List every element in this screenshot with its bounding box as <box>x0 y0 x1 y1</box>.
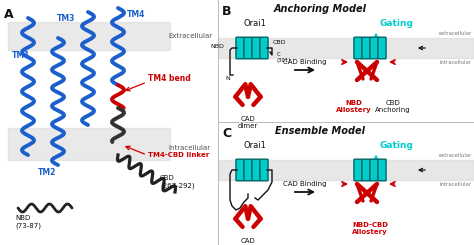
FancyBboxPatch shape <box>236 159 244 181</box>
Text: Ensemble Model: Ensemble Model <box>275 126 365 136</box>
FancyBboxPatch shape <box>354 159 362 181</box>
Text: NBD
(73-87): NBD (73-87) <box>15 215 41 229</box>
Text: C: C <box>222 127 231 140</box>
Text: CAD Binding: CAD Binding <box>283 59 327 65</box>
Text: intracellular: intracellular <box>440 182 472 187</box>
Text: NBD
Allostery: NBD Allostery <box>336 100 372 113</box>
Text: CBD: CBD <box>273 40 286 46</box>
Text: TM1: TM1 <box>12 50 30 60</box>
Text: Gating: Gating <box>380 19 414 28</box>
FancyBboxPatch shape <box>236 37 244 59</box>
Text: CAD Binding: CAD Binding <box>283 181 327 187</box>
FancyBboxPatch shape <box>362 159 370 181</box>
FancyBboxPatch shape <box>260 37 268 59</box>
FancyBboxPatch shape <box>244 159 252 181</box>
FancyBboxPatch shape <box>378 159 386 181</box>
Text: extracellular: extracellular <box>438 153 472 158</box>
Text: NBD: NBD <box>210 44 224 49</box>
Text: CAD
dimer: CAD dimer <box>238 116 258 129</box>
Text: Extracellular: Extracellular <box>168 33 212 39</box>
Text: Intracellular: Intracellular <box>168 145 210 151</box>
Text: TM2: TM2 <box>38 168 56 177</box>
FancyBboxPatch shape <box>370 159 378 181</box>
FancyBboxPatch shape <box>252 37 260 59</box>
Text: N: N <box>226 75 230 81</box>
Text: C
(301): C (301) <box>277 52 291 63</box>
FancyBboxPatch shape <box>260 159 268 181</box>
FancyBboxPatch shape <box>244 37 252 59</box>
Text: NBD-CBD
Allostery: NBD-CBD Allostery <box>352 222 388 235</box>
Text: A: A <box>4 8 14 21</box>
Text: CBD
Anchoring: CBD Anchoring <box>375 100 411 113</box>
FancyBboxPatch shape <box>370 37 378 59</box>
Text: Gating: Gating <box>380 141 414 150</box>
Bar <box>8 22 170 50</box>
Text: TM3: TM3 <box>56 14 75 23</box>
FancyBboxPatch shape <box>378 37 386 59</box>
Text: TM4 bend: TM4 bend <box>148 74 191 83</box>
FancyBboxPatch shape <box>362 37 370 59</box>
Bar <box>8 128 170 160</box>
Bar <box>218 38 474 58</box>
Text: TM4-CBD linker: TM4-CBD linker <box>148 152 209 158</box>
Text: Anchoring Model: Anchoring Model <box>273 4 366 14</box>
Text: intracellular: intracellular <box>440 60 472 65</box>
Text: CBD
(267-292): CBD (267-292) <box>160 175 195 188</box>
Text: CAD
dimer: CAD dimer <box>238 238 258 245</box>
Text: TM4: TM4 <box>127 10 146 19</box>
FancyBboxPatch shape <box>252 159 260 181</box>
Text: Orai1: Orai1 <box>244 19 266 28</box>
Text: Orai1: Orai1 <box>244 141 266 150</box>
Bar <box>218 160 474 180</box>
Text: extracellular: extracellular <box>438 31 472 36</box>
FancyBboxPatch shape <box>354 37 362 59</box>
Text: B: B <box>222 5 231 18</box>
